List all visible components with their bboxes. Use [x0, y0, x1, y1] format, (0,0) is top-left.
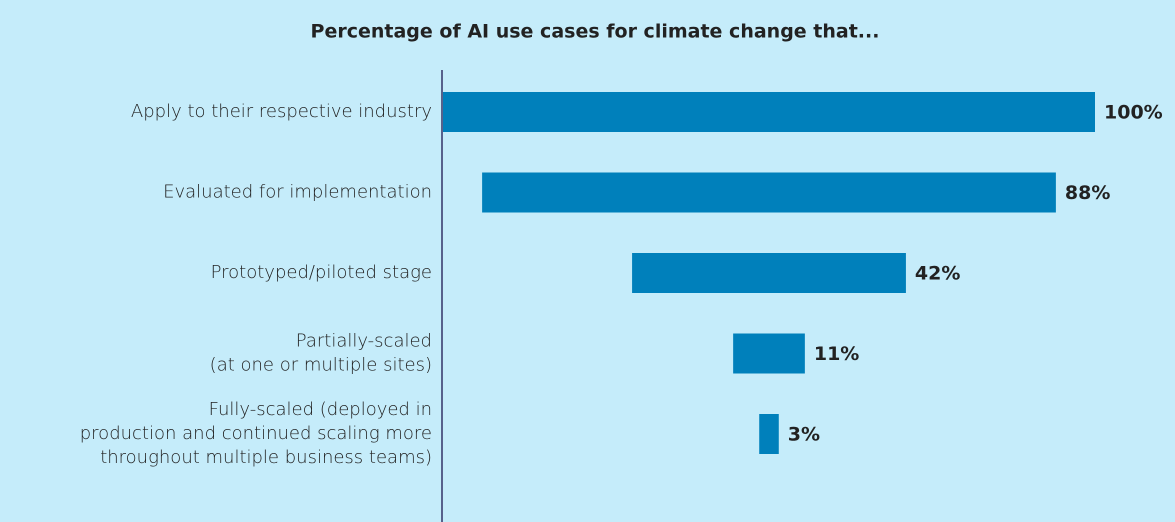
category-label: Fully-scaled (deployed in: [209, 399, 432, 420]
category-label: Evaluated for implementation: [163, 182, 432, 203]
category-label: Apply to their respective industry: [131, 101, 432, 122]
category-label: (at one or multiple sites): [210, 355, 432, 376]
bar: [759, 414, 779, 454]
category-label: Prototyped/piloted stage: [211, 262, 432, 283]
category-label: throughout multiple business teams): [100, 447, 432, 468]
category-label: Partially-scaled: [296, 331, 432, 352]
chart-title: Percentage of AI use cases for climate c…: [311, 21, 880, 43]
category-label: production and continued scaling more: [80, 423, 432, 444]
value-label: 88%: [1065, 182, 1110, 204]
bar: [482, 172, 1056, 213]
bar: [443, 92, 1095, 132]
bar: [632, 253, 906, 293]
bar: [733, 333, 805, 374]
value-label: 11%: [814, 343, 859, 365]
value-label: 42%: [915, 263, 960, 285]
value-label: 3%: [788, 424, 820, 446]
value-label: 100%: [1104, 102, 1163, 124]
